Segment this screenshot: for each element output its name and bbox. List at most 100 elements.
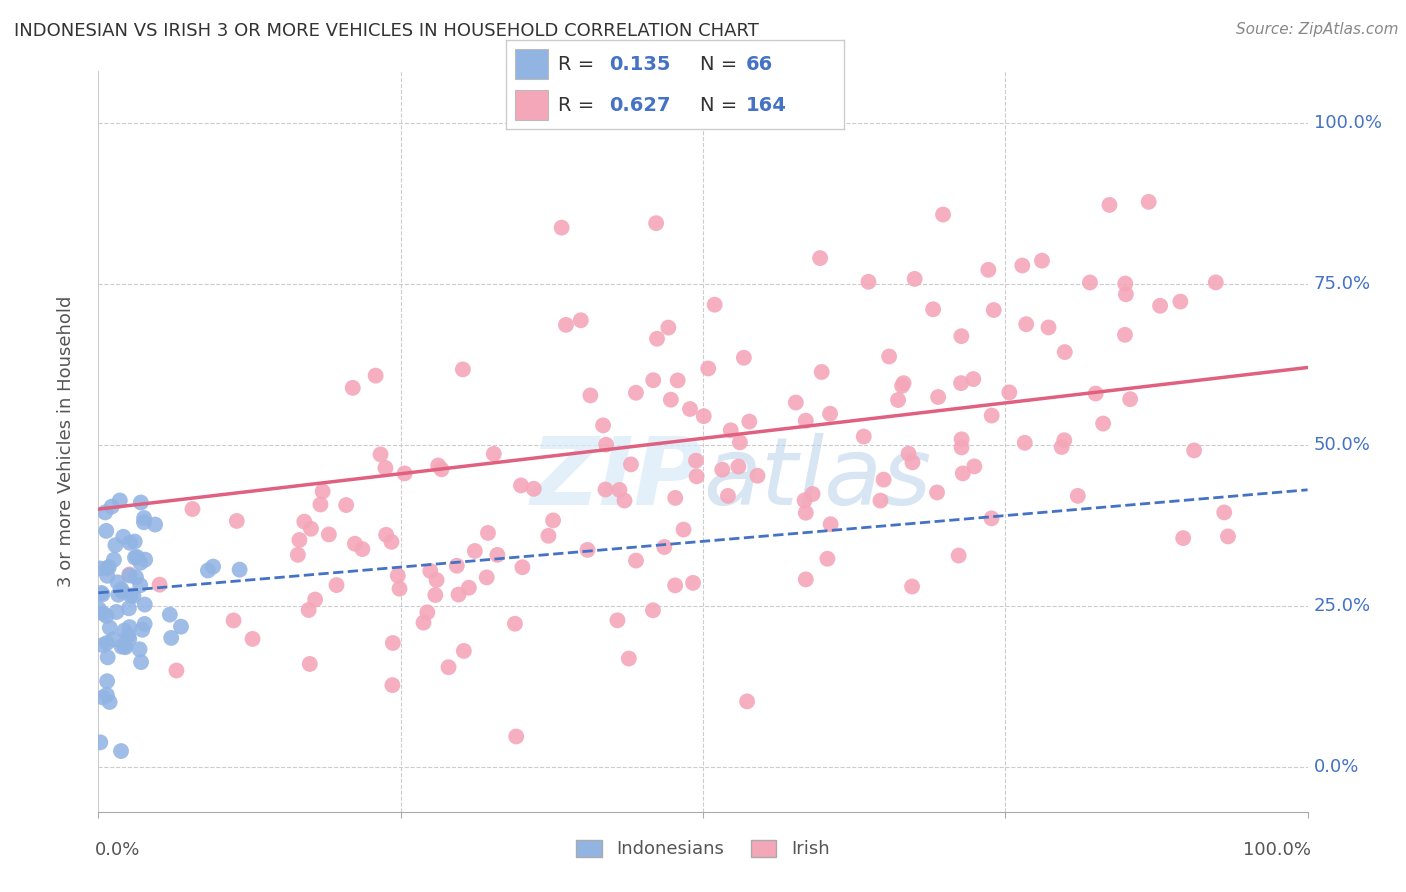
Point	[427, 458, 450, 473]
Text: 25.0%: 25.0%	[1313, 597, 1371, 615]
Point	[606, 613, 628, 627]
Point	[641, 603, 664, 617]
Point	[181, 502, 204, 516]
Point	[624, 553, 647, 567]
Point	[343, 537, 366, 551]
Point	[464, 544, 486, 558]
Point	[148, 577, 170, 591]
Point	[129, 655, 152, 669]
Text: ZIP: ZIP	[530, 433, 703, 524]
Point	[325, 578, 347, 592]
Point	[477, 525, 499, 540]
Text: 100.0%: 100.0%	[1243, 841, 1312, 859]
Point	[998, 385, 1021, 400]
Point	[381, 636, 404, 650]
Point	[125, 570, 148, 584]
Point	[738, 415, 761, 429]
Point	[1137, 194, 1160, 209]
Point	[613, 493, 636, 508]
Point	[1011, 259, 1033, 273]
Point	[1038, 320, 1060, 334]
Point	[818, 407, 841, 421]
Point	[112, 624, 135, 638]
Point	[447, 588, 470, 602]
Point	[872, 473, 894, 487]
Point	[96, 608, 118, 623]
Point	[202, 559, 225, 574]
Point	[820, 517, 842, 532]
Point	[952, 467, 974, 481]
Point	[451, 362, 474, 376]
Text: 100.0%: 100.0%	[1313, 114, 1382, 132]
Point	[645, 216, 668, 230]
Point	[107, 575, 129, 590]
Point	[893, 376, 915, 391]
Point	[747, 468, 769, 483]
Point	[503, 616, 526, 631]
Point	[91, 587, 114, 601]
Point	[117, 629, 139, 643]
Point	[118, 568, 141, 582]
Point	[852, 429, 875, 443]
Point	[159, 607, 181, 622]
Point	[364, 368, 387, 383]
Text: 0.627: 0.627	[609, 95, 671, 115]
Point	[97, 650, 120, 665]
Point	[794, 414, 817, 428]
Point	[143, 517, 166, 532]
Point	[91, 690, 114, 705]
Point	[1092, 417, 1115, 431]
Text: Source: ZipAtlas.com: Source: ZipAtlas.com	[1236, 22, 1399, 37]
Point	[1114, 277, 1136, 291]
Point	[104, 538, 127, 552]
Point	[96, 688, 118, 702]
Text: N =: N =	[700, 95, 744, 115]
Point	[510, 478, 533, 492]
Point	[735, 694, 758, 708]
Point	[980, 511, 1002, 525]
Point	[877, 350, 900, 364]
Point	[425, 588, 447, 602]
Point	[541, 513, 564, 527]
Point	[110, 640, 132, 654]
Point	[1173, 531, 1195, 545]
Point	[703, 298, 725, 312]
Point	[576, 542, 599, 557]
Point	[91, 638, 114, 652]
Point	[672, 523, 695, 537]
Point	[1050, 440, 1073, 454]
Point	[134, 616, 156, 631]
Point	[983, 303, 1005, 318]
Point	[1115, 287, 1137, 301]
Point	[304, 592, 326, 607]
Point	[1098, 198, 1121, 212]
Legend: Indonesians, Irish: Indonesians, Irish	[569, 832, 837, 865]
Point	[287, 548, 309, 562]
Point	[318, 527, 340, 541]
Point	[717, 489, 740, 503]
Point	[416, 605, 439, 619]
Point	[370, 447, 392, 461]
Text: 75.0%: 75.0%	[1313, 275, 1371, 293]
Text: 0.0%: 0.0%	[94, 841, 141, 859]
Point	[100, 500, 122, 514]
Point	[107, 588, 129, 602]
Point	[1084, 386, 1107, 401]
Text: INDONESIAN VS IRISH 3 OR MORE VEHICLES IN HOUSEHOLD CORRELATION CHART: INDONESIAN VS IRISH 3 OR MORE VEHICLES I…	[14, 22, 759, 40]
Point	[887, 392, 910, 407]
Point	[505, 730, 527, 744]
Text: R =: R =	[558, 95, 600, 115]
Point	[108, 493, 131, 508]
Point	[1053, 434, 1076, 448]
Point	[624, 385, 647, 400]
Point	[125, 549, 148, 564]
Point	[225, 514, 247, 528]
Point	[1078, 276, 1101, 290]
Point	[242, 632, 264, 646]
Text: R =: R =	[558, 54, 600, 74]
Point	[112, 530, 135, 544]
Point	[394, 467, 416, 481]
Point	[1053, 345, 1076, 359]
Point	[96, 524, 118, 538]
Point	[426, 573, 449, 587]
